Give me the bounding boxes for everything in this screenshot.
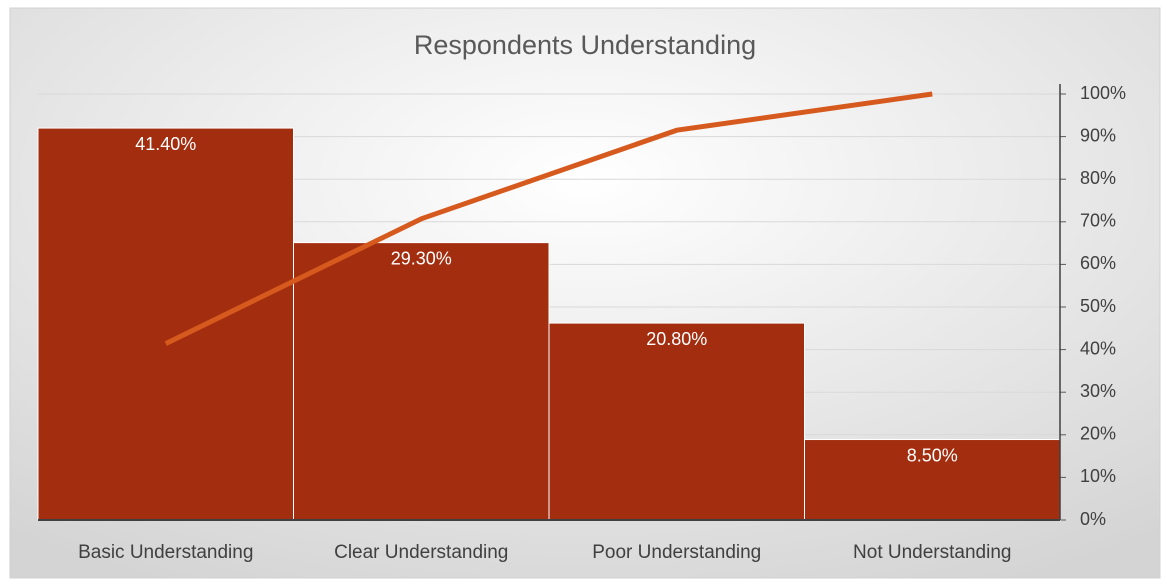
y2-tick-label: 80%: [1080, 168, 1116, 188]
data-label: 8.50%: [907, 445, 958, 465]
bar: [37, 127, 294, 521]
y2-tick-label: 70%: [1080, 211, 1116, 231]
y2-tick-label: 30%: [1080, 381, 1116, 401]
cumulative-line: [164, 91, 933, 346]
data-label: 29.30%: [391, 248, 452, 268]
y2-tick-label: 0%: [1080, 509, 1106, 529]
bar: [293, 242, 550, 521]
y2-tick-label: 20%: [1080, 424, 1116, 444]
data-label: 20.80%: [646, 329, 707, 349]
x-tick-label: Not Understanding: [853, 542, 1011, 563]
y2-tick-label: 50%: [1080, 296, 1116, 316]
x-tick-label: Clear Understanding: [334, 542, 508, 563]
y2-tick-label: 40%: [1080, 338, 1116, 358]
bar: [548, 322, 805, 521]
y2-tick-label: 60%: [1080, 253, 1116, 273]
x-tick-label: Poor Understanding: [592, 542, 761, 563]
data-label: 41.40%: [135, 134, 196, 154]
y2-tick-label: 90%: [1080, 125, 1116, 145]
x-tick-label: Basic Understanding: [78, 542, 253, 563]
y2-tick-label: 100%: [1080, 83, 1126, 103]
y2-tick-label: 10%: [1080, 466, 1116, 486]
chart-title: Respondents Understanding: [414, 30, 756, 60]
